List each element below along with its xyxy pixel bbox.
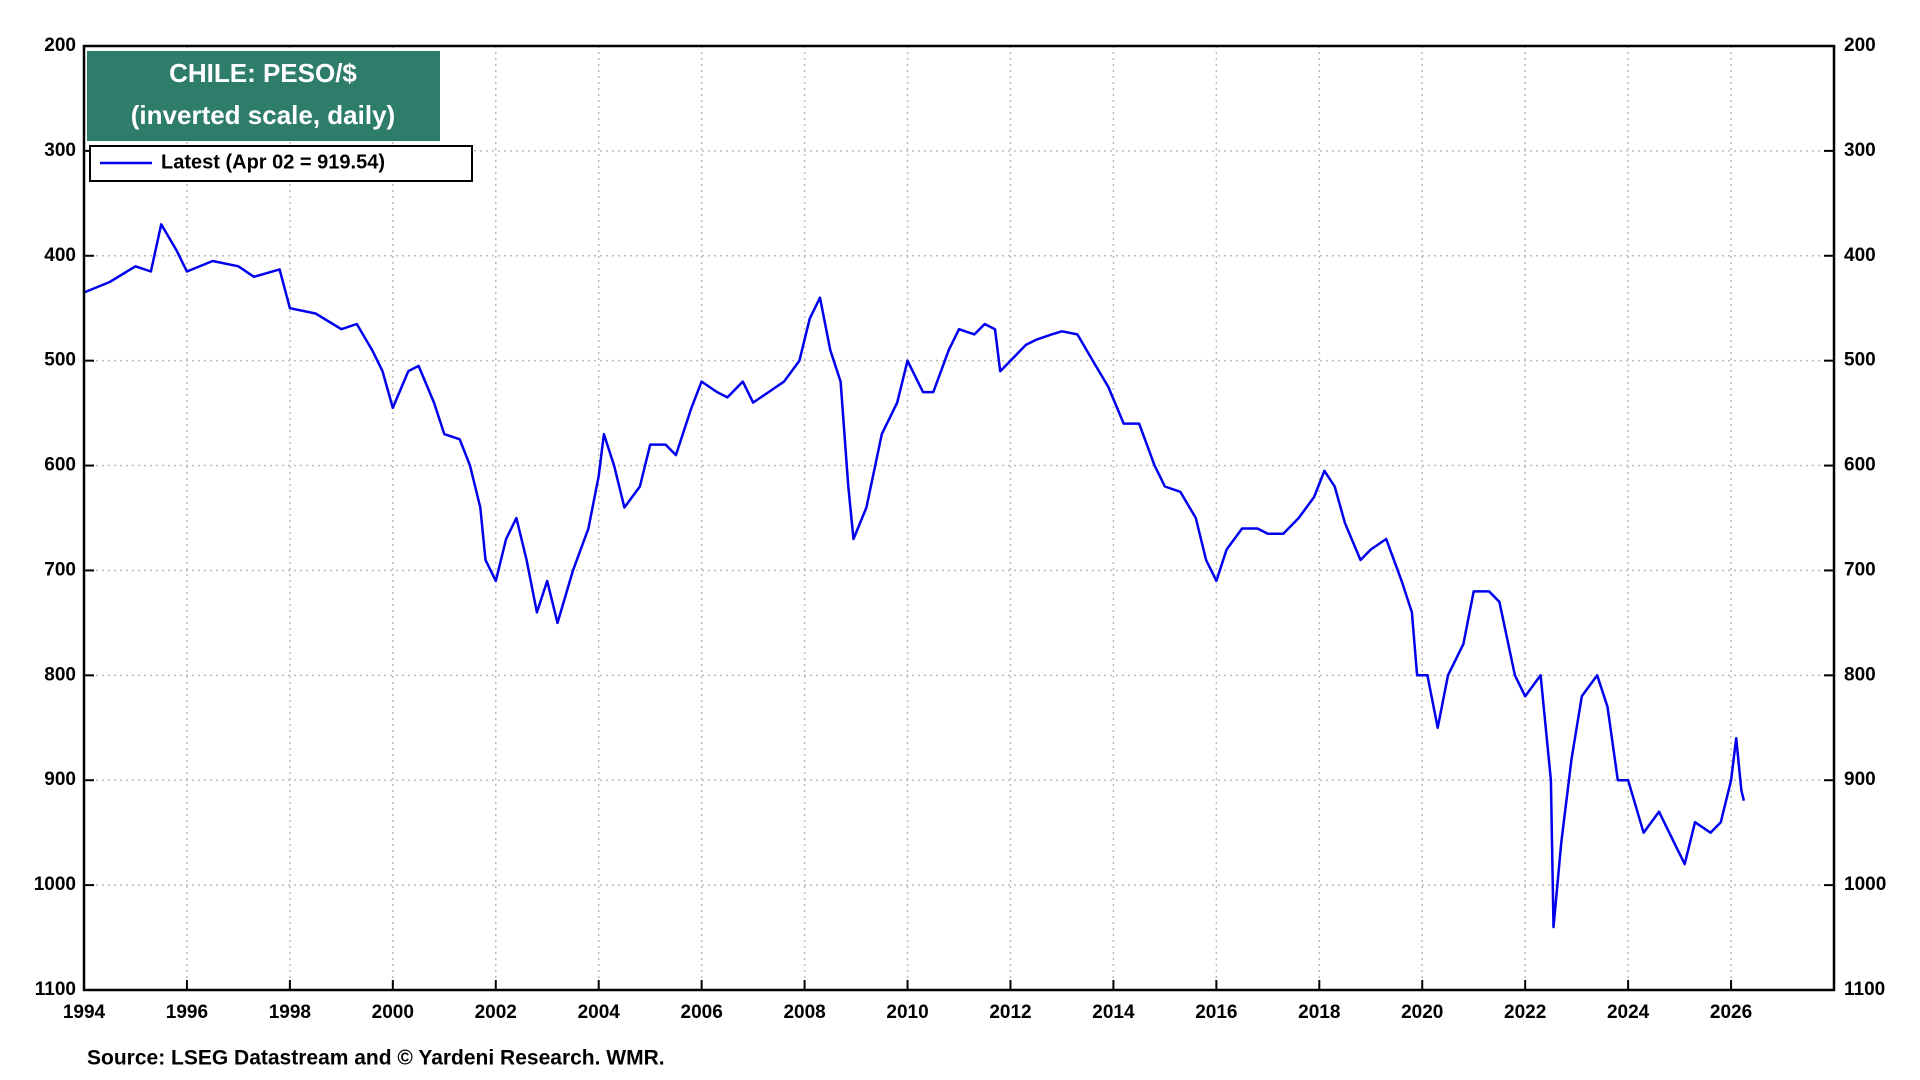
title-box <box>87 51 440 141</box>
legend-label: Latest (Apr 02 = 919.54) <box>161 151 385 173</box>
x-tick-label: 1996 <box>166 1002 208 1023</box>
x-tick-label: 2024 <box>1607 1002 1650 1023</box>
legend-box <box>89 145 473 182</box>
y2-tick-label: 200 <box>1844 35 1876 56</box>
y-tick-label: 300 <box>44 140 76 161</box>
chart-subtitle: (inverted scale, daily) <box>131 100 395 130</box>
x-tick-label: 2016 <box>1195 1002 1237 1023</box>
y-tick-label: 800 <box>44 664 76 685</box>
source-note: Source: LSEG Datastream and © Yardeni Re… <box>87 1047 665 1070</box>
y-tick-label: 900 <box>44 769 76 790</box>
x-tick-label: 2026 <box>1710 1002 1752 1023</box>
y2-tick-label: 400 <box>1844 245 1876 266</box>
x-tick-label: 2000 <box>372 1002 414 1023</box>
y-tick-label: 700 <box>44 559 76 580</box>
y-tick-label: 500 <box>44 350 76 371</box>
y-tick-label: 600 <box>44 455 76 476</box>
y2-tick-label: 300 <box>1844 140 1876 161</box>
x-tick-label: 2006 <box>681 1002 723 1023</box>
x-tick-label: 1994 <box>63 1002 106 1023</box>
y-tick-label: 400 <box>44 245 76 266</box>
y2-tick-label: 600 <box>1844 455 1876 476</box>
y2-tick-label: 500 <box>1844 350 1876 371</box>
y-tick-label: 200 <box>44 35 76 56</box>
y2-tick-label: 1100 <box>1844 979 1885 1000</box>
y-tick-label: 1000 <box>34 874 76 895</box>
x-tick-label: 2010 <box>886 1002 928 1023</box>
x-tick-label: 2022 <box>1504 1002 1546 1023</box>
plot-frame <box>82 44 1836 992</box>
x-tick-label: 2012 <box>989 1002 1031 1023</box>
x-tick-label: 2002 <box>475 1002 517 1023</box>
y-tick-label: 1100 <box>35 979 76 1000</box>
x-tick-label: 2014 <box>1092 1002 1135 1023</box>
y2-tick-label: 1000 <box>1844 874 1886 895</box>
x-tick-label: 2008 <box>783 1002 825 1023</box>
x-tick-label: 2004 <box>578 1002 621 1023</box>
chart-title: CHILE: PESO/$ <box>169 58 357 88</box>
x-tick-label: 2018 <box>1298 1002 1340 1023</box>
y2-tick-label: 700 <box>1844 559 1876 580</box>
x-tick-label: 1998 <box>269 1002 311 1023</box>
y2-tick-label: 800 <box>1844 664 1876 685</box>
data-line <box>83 223 1746 929</box>
y2-tick-label: 900 <box>1844 769 1876 790</box>
x-tick-label: 2020 <box>1401 1002 1443 1023</box>
